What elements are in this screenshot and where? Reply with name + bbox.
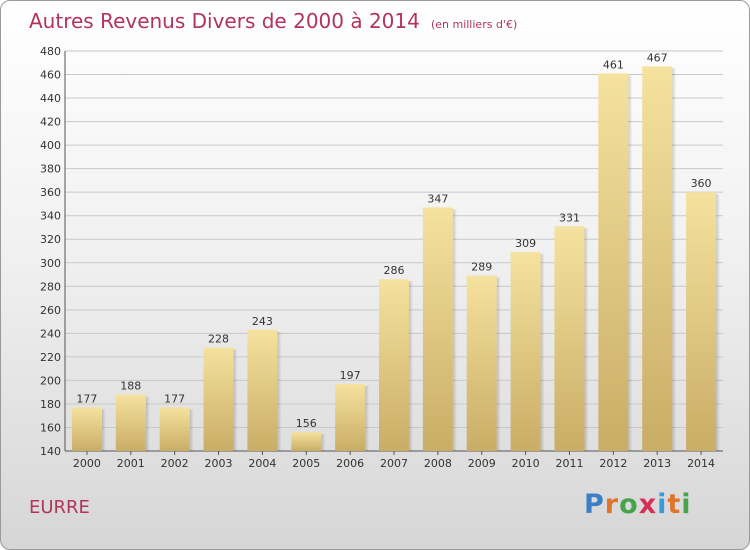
bar-shadow <box>233 349 238 451</box>
bar-shadow <box>189 409 194 451</box>
bar-shadow <box>716 194 721 452</box>
x-tick-label: 2010 <box>512 457 540 470</box>
logo-letter: i <box>657 489 668 520</box>
bar <box>71 407 102 451</box>
chart-title-block: Autres Revenus Divers de 2000 à 2014 (en… <box>29 9 517 33</box>
proxiti-logo[interactable]: Proxiti <box>584 489 692 520</box>
logo-letter: o <box>619 489 639 520</box>
x-tick-label: 2000 <box>73 457 101 470</box>
bar-shadow <box>584 228 589 451</box>
y-tick-label: 280 <box>40 280 61 293</box>
x-tick-label: 2006 <box>336 457 364 470</box>
x-tick-label: 2014 <box>687 457 715 470</box>
data-label: 331 <box>559 211 580 224</box>
data-label: 289 <box>471 261 492 274</box>
data-label: 188 <box>120 380 141 393</box>
x-tick-label: 2009 <box>468 457 496 470</box>
x-tick-label: 2007 <box>380 457 408 470</box>
x-tick-label: 2011 <box>555 457 583 470</box>
x-tick-label: 2001 <box>117 457 145 470</box>
y-tick-label: 200 <box>40 374 61 387</box>
y-tick-label: 260 <box>40 304 61 317</box>
bar <box>422 207 453 451</box>
chart-title: Autres Revenus Divers de 2000 à 2014 <box>29 9 420 33</box>
town-name: EURRE <box>29 497 90 518</box>
bar-shadow <box>145 396 150 451</box>
chart-subtitle: (en milliers d'€) <box>430 18 518 31</box>
y-tick-label: 440 <box>40 92 61 105</box>
x-tick-label: 2002 <box>161 457 189 470</box>
data-label: 177 <box>164 392 185 405</box>
bar <box>686 192 717 452</box>
y-tick-label: 220 <box>40 351 61 364</box>
bar <box>159 407 190 451</box>
bar-shadow <box>540 254 545 451</box>
y-tick-label: 360 <box>40 186 61 199</box>
bar-shadow <box>452 209 457 451</box>
bar <box>379 279 409 451</box>
bar <box>466 275 497 451</box>
y-tick-label: 340 <box>40 210 61 223</box>
data-label: 347 <box>427 192 448 205</box>
bar <box>115 394 146 451</box>
x-tick-label: 2003 <box>205 457 233 470</box>
x-tick-label: 2013 <box>643 457 671 470</box>
bar <box>554 226 585 451</box>
y-tick-label: 160 <box>40 421 61 434</box>
y-tick-label: 460 <box>40 69 61 82</box>
y-tick-label: 240 <box>40 327 61 340</box>
bar <box>335 383 366 451</box>
logo-letter: x <box>638 489 658 520</box>
bar <box>510 252 541 451</box>
x-tick-label: 2004 <box>248 457 276 470</box>
logo-letter: P <box>584 489 605 520</box>
data-label: 177 <box>76 392 97 405</box>
y-tick-label: 140 <box>40 445 61 458</box>
bar-shadow <box>277 331 282 451</box>
y-tick-label: 400 <box>40 139 61 152</box>
bar <box>203 347 234 451</box>
y-tick-label: 300 <box>40 257 61 270</box>
logo-letter: i <box>681 489 692 520</box>
data-label: 243 <box>252 315 273 328</box>
bar-shadow <box>321 434 326 451</box>
data-label: 309 <box>515 237 536 250</box>
x-tick-label: 2008 <box>424 457 452 470</box>
y-tick-label: 480 <box>40 45 61 58</box>
bar <box>642 66 673 451</box>
x-tick-label: 2012 <box>599 457 627 470</box>
data-label: 197 <box>340 369 361 382</box>
bar-shadow <box>365 385 370 451</box>
y-tick-label: 180 <box>40 398 61 411</box>
bar-shadow <box>101 409 106 451</box>
bar <box>247 329 278 451</box>
bar <box>598 73 629 452</box>
y-tick-label: 420 <box>40 116 61 129</box>
logo-letter: t <box>667 489 682 520</box>
bar-shadow <box>628 75 633 452</box>
data-label: 286 <box>384 264 405 277</box>
logo-letter: r <box>604 489 620 520</box>
bar-shadow <box>672 68 677 451</box>
bar <box>291 432 322 451</box>
y-tick-label: 320 <box>40 233 61 246</box>
data-label: 461 <box>603 58 624 71</box>
y-tick-label: 380 <box>40 163 61 176</box>
bar-shadow <box>496 277 501 451</box>
bar-shadow <box>409 281 413 451</box>
data-label: 228 <box>208 332 229 345</box>
data-label: 156 <box>296 417 317 430</box>
x-tick-label: 2005 <box>292 457 320 470</box>
data-label: 360 <box>691 177 712 190</box>
data-label: 467 <box>647 51 668 64</box>
